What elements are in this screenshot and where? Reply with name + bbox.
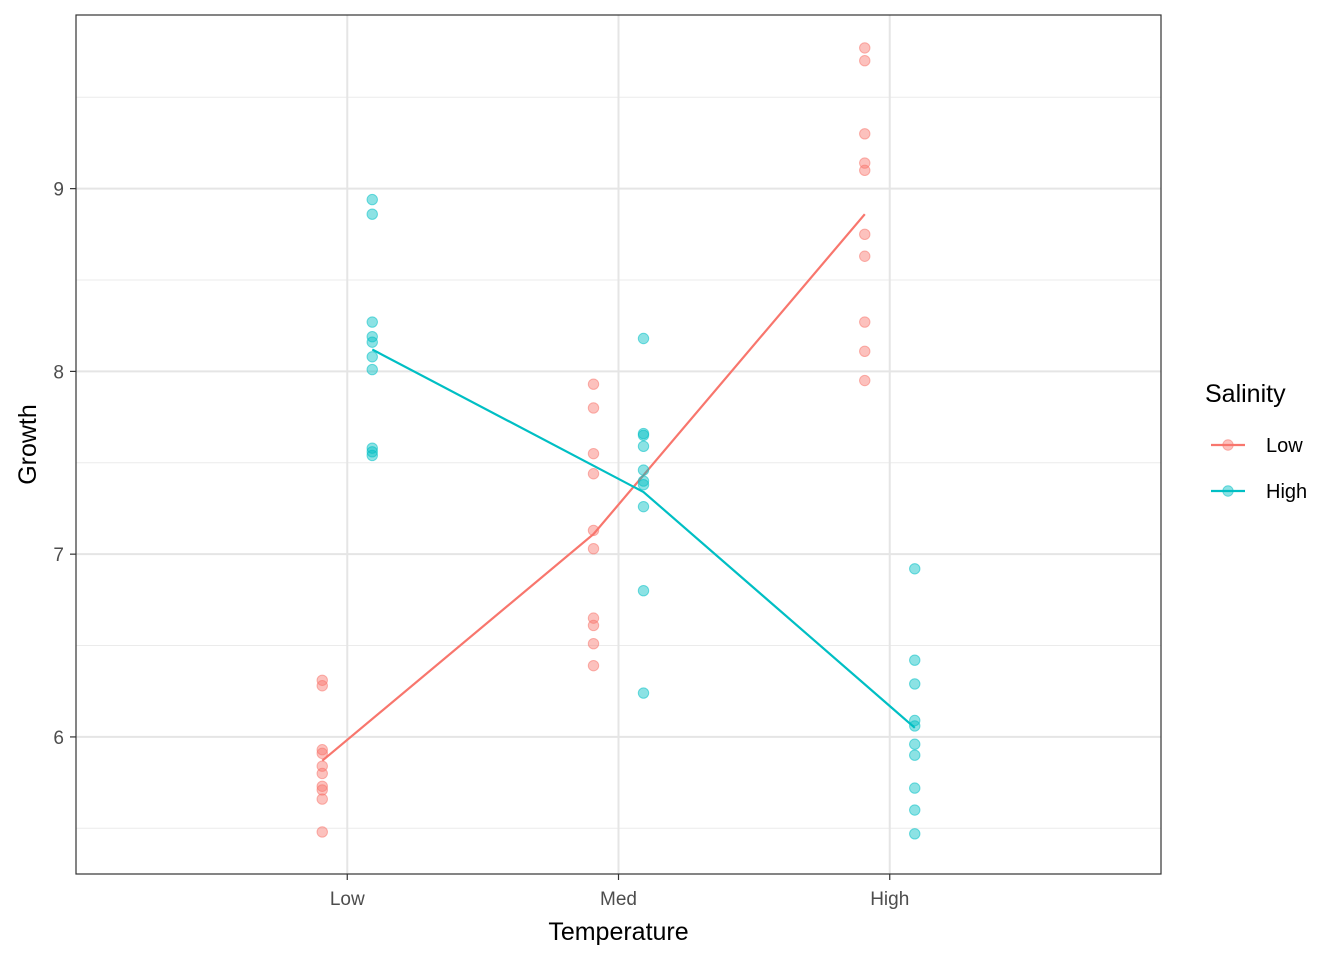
y-tick-label: 9 xyxy=(53,180,64,201)
x-axis: Low Med High xyxy=(330,874,909,910)
data-point-high xyxy=(909,804,921,816)
x-tick-label: High xyxy=(870,889,909,910)
data-point-high xyxy=(637,429,650,442)
data-point-high xyxy=(637,475,650,487)
data-point-high xyxy=(909,563,921,575)
legend-label: High xyxy=(1266,481,1307,503)
data-point-low xyxy=(859,128,871,140)
data-point-low xyxy=(316,826,328,838)
data-point-low xyxy=(587,619,600,632)
legend-label: Low xyxy=(1266,435,1303,457)
data-point-high xyxy=(366,336,378,348)
data-point-high xyxy=(909,654,921,666)
data-point-high xyxy=(637,585,650,597)
data-point-high xyxy=(909,738,921,750)
data-point-high xyxy=(637,500,650,513)
data-point-low xyxy=(587,447,600,460)
data-point-low xyxy=(859,42,871,54)
x-axis-title: Temperature xyxy=(548,918,688,946)
data-point-low xyxy=(316,767,328,780)
data-point-high xyxy=(366,351,378,363)
data-point-high xyxy=(366,208,378,220)
legend-key-point xyxy=(1222,439,1234,451)
grid-major xyxy=(76,15,1161,874)
y-tick-label: 8 xyxy=(53,362,64,383)
y-axis: 6 7 8 9 xyxy=(53,180,76,749)
data-points xyxy=(316,42,921,840)
data-point-high xyxy=(366,316,378,328)
data-point-high xyxy=(637,687,650,699)
data-point-low xyxy=(859,54,871,67)
legend: Salinity Low High xyxy=(1205,380,1307,503)
data-point-low xyxy=(587,638,600,650)
data-point-high xyxy=(366,446,378,458)
data-point-low xyxy=(859,316,871,328)
y-axis-title: Growth xyxy=(14,404,42,485)
data-point-high xyxy=(909,678,921,690)
mean-line-low xyxy=(321,213,866,762)
data-point-low xyxy=(316,784,328,796)
data-point-low xyxy=(859,250,871,262)
data-point-low xyxy=(587,378,600,390)
data-point-low xyxy=(587,524,600,537)
mean-line-high xyxy=(371,348,916,729)
y-tick-label: 6 xyxy=(53,728,64,749)
x-tick-label: Low xyxy=(330,889,365,910)
data-point-low xyxy=(859,228,871,241)
data-point-high xyxy=(909,720,921,732)
data-point-low xyxy=(587,468,600,480)
data-point-high xyxy=(637,479,650,491)
data-point-high xyxy=(366,193,378,206)
data-point-high xyxy=(637,332,650,345)
data-point-high xyxy=(637,440,650,453)
data-point-high xyxy=(909,782,921,794)
data-point-low xyxy=(316,747,328,760)
data-point-high xyxy=(366,449,378,462)
y-tick-label: 7 xyxy=(53,545,64,566)
legend-key-point xyxy=(1222,485,1234,497)
data-point-low xyxy=(316,793,328,805)
legend-title: Salinity xyxy=(1205,380,1286,408)
data-point-low xyxy=(316,680,328,692)
data-point-low xyxy=(587,402,600,414)
mean-lines xyxy=(321,213,916,762)
data-point-low xyxy=(587,542,600,555)
data-point-low xyxy=(316,780,328,792)
data-point-low xyxy=(316,744,328,756)
data-point-high xyxy=(366,363,378,376)
data-point-high xyxy=(909,749,921,761)
data-point-low xyxy=(859,345,871,357)
data-point-low xyxy=(859,374,871,387)
data-point-high xyxy=(909,828,921,840)
data-point-high xyxy=(637,464,650,476)
x-tick-label: Med xyxy=(600,889,637,910)
data-point-low xyxy=(587,659,600,672)
data-point-low xyxy=(859,164,871,177)
